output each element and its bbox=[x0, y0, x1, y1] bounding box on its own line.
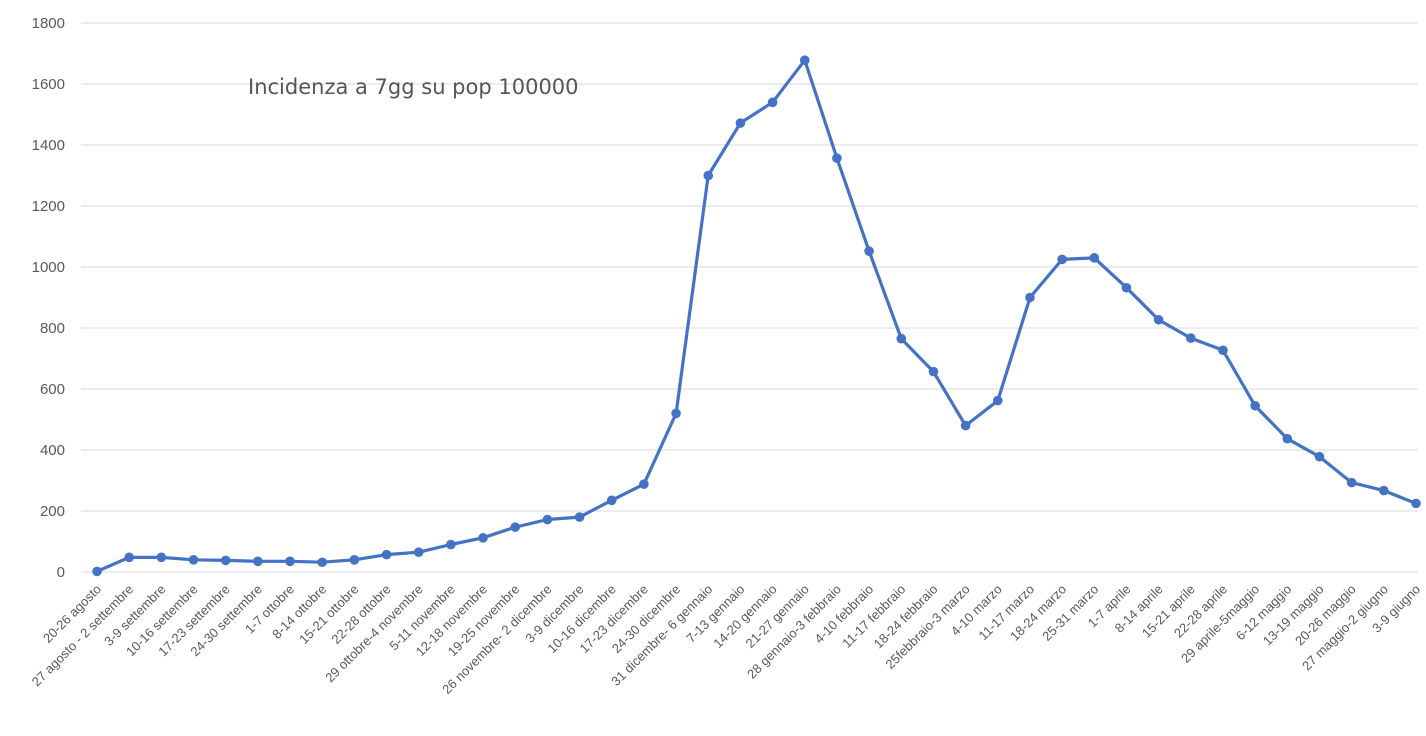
data-point bbox=[317, 557, 327, 568]
series-line bbox=[96, 58, 1417, 573]
y-tick-label: 1000 bbox=[32, 259, 65, 276]
data-point bbox=[1025, 292, 1035, 303]
data-point bbox=[413, 547, 424, 557]
data-point bbox=[1218, 345, 1228, 356]
data-point bbox=[574, 512, 585, 522]
data-point bbox=[253, 556, 263, 567]
data-point bbox=[1121, 282, 1132, 293]
data-point bbox=[832, 153, 842, 163]
y-tick-label: 1800 bbox=[32, 15, 65, 32]
data-point bbox=[156, 552, 167, 563]
chart-title: Incidenza a 7gg su pop 100000 bbox=[248, 75, 579, 99]
data-point bbox=[349, 555, 360, 565]
data-points bbox=[92, 55, 1421, 577]
data-point bbox=[220, 555, 231, 566]
y-tick-label: 600 bbox=[40, 381, 65, 398]
data-point bbox=[446, 539, 456, 550]
data-point bbox=[639, 479, 649, 489]
data-point bbox=[960, 420, 971, 431]
data-point bbox=[928, 366, 939, 377]
y-tick-label: 400 bbox=[40, 442, 65, 459]
gridlines bbox=[81, 22, 1418, 573]
data-point bbox=[1346, 477, 1357, 488]
data-point bbox=[1153, 314, 1164, 325]
data-point bbox=[1089, 253, 1100, 263]
data-point bbox=[478, 533, 488, 543]
data-point bbox=[510, 522, 521, 532]
data-point bbox=[671, 408, 681, 419]
data-point bbox=[285, 556, 295, 567]
data-point bbox=[92, 566, 102, 577]
data-point bbox=[864, 246, 874, 256]
data-point bbox=[992, 395, 1003, 406]
data-point bbox=[606, 495, 617, 506]
data-point bbox=[1057, 254, 1067, 265]
data-point bbox=[703, 170, 714, 181]
y-tick-label: 1200 bbox=[32, 198, 65, 215]
data-point bbox=[735, 118, 746, 128]
data-point bbox=[124, 552, 134, 563]
data-point bbox=[188, 555, 199, 565]
y-axis-tick-labels: 0 200 400 600 800 1000 1200 1400 1600 1800 bbox=[32, 15, 65, 581]
data-point bbox=[1314, 451, 1325, 462]
data-point bbox=[1186, 333, 1196, 343]
data-point bbox=[542, 514, 553, 525]
data-point bbox=[1411, 498, 1421, 509]
y-tick-label: 1400 bbox=[32, 137, 65, 154]
y-tick-label: 200 bbox=[40, 503, 65, 520]
data-point bbox=[1282, 433, 1293, 444]
data-point bbox=[767, 97, 778, 108]
y-tick-label: 0 bbox=[57, 564, 65, 581]
data-point bbox=[381, 549, 392, 560]
data-point bbox=[1250, 400, 1260, 411]
y-tick-label: 800 bbox=[40, 320, 65, 337]
data-point bbox=[1379, 485, 1389, 496]
data-series bbox=[92, 55, 1421, 577]
data-point bbox=[799, 55, 810, 66]
y-tick-label: 1600 bbox=[32, 76, 65, 93]
data-point bbox=[896, 333, 907, 344]
